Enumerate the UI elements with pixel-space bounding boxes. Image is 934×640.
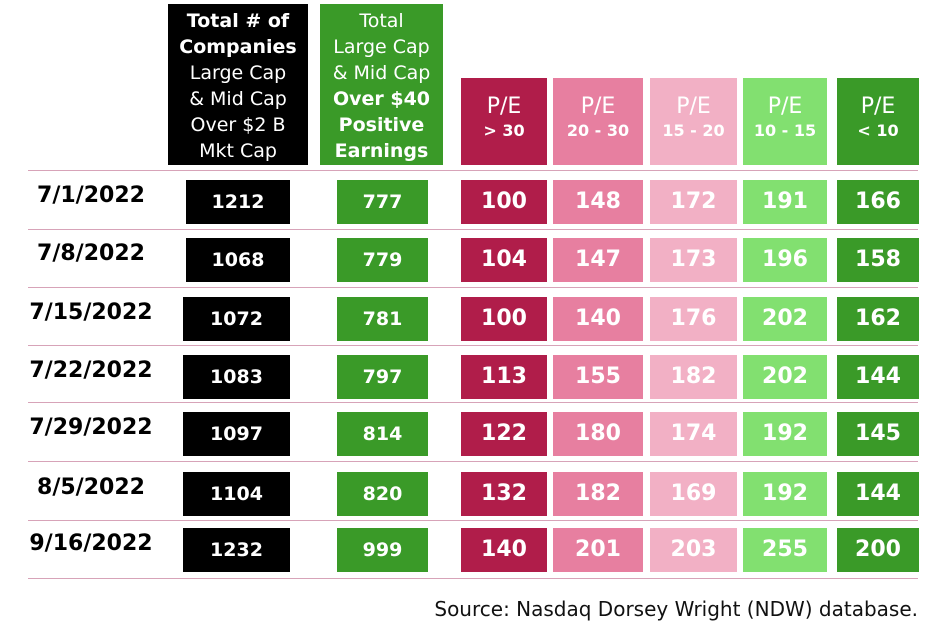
cell-total-companies: 1212 bbox=[186, 180, 290, 224]
cell-pe-20-30: 147 bbox=[553, 238, 643, 282]
cell-pe-10-15: 192 bbox=[743, 472, 827, 516]
header-range: 20 - 30 bbox=[566, 121, 630, 140]
cell-positive-earnings: 814 bbox=[337, 412, 428, 456]
cell-pe-20-30: 148 bbox=[553, 180, 643, 224]
cell-pe-lt10: 162 bbox=[837, 297, 919, 341]
cell-pe-10-15: 191 bbox=[743, 180, 827, 224]
cell-pe-15-20: 173 bbox=[650, 238, 737, 282]
cell-total-companies: 1083 bbox=[183, 355, 290, 399]
header-range: 10 - 15 bbox=[753, 121, 817, 140]
cell-pe-15-20: 172 bbox=[650, 180, 737, 224]
cell-positive-earnings: 781 bbox=[337, 297, 428, 341]
header-label: P/E bbox=[486, 94, 522, 119]
cell-positive-earnings: 777 bbox=[337, 180, 428, 224]
cell-pe-10-15: 202 bbox=[743, 297, 827, 341]
row-date: 7/22/2022 bbox=[29, 358, 153, 383]
cell-pe-15-20: 203 bbox=[650, 528, 737, 572]
cell-positive-earnings: 779 bbox=[337, 238, 428, 282]
cell-pe-20-30: 180 bbox=[553, 412, 643, 456]
header-positive-earnings: Total Large Cap & Mid Cap Over $40 Posit… bbox=[320, 4, 443, 165]
cell-pe-20-30: 140 bbox=[553, 297, 643, 341]
header-label: P/E bbox=[860, 94, 896, 119]
cell-pe-15-20: 176 bbox=[650, 297, 737, 341]
cell-total-companies: 1068 bbox=[186, 238, 290, 282]
cell-pe-15-20: 174 bbox=[650, 412, 737, 456]
row-divider bbox=[28, 402, 918, 403]
cell-pe-lt10: 145 bbox=[837, 412, 919, 456]
cell-pe-gt30: 104 bbox=[461, 238, 547, 282]
header-pe-15-20: P/E 15 - 20 bbox=[650, 78, 737, 165]
row-divider bbox=[28, 578, 918, 579]
source-note: Source: Nasdaq Dorsey Wright (NDW) datab… bbox=[434, 597, 918, 621]
row-date: 9/16/2022 bbox=[29, 531, 153, 556]
row-divider bbox=[28, 345, 918, 346]
cell-positive-earnings: 999 bbox=[337, 528, 428, 572]
cell-pe-20-30: 155 bbox=[553, 355, 643, 399]
cell-pe-gt30: 122 bbox=[461, 412, 547, 456]
cell-total-companies: 1097 bbox=[183, 412, 290, 456]
cell-pe-gt30: 100 bbox=[461, 180, 547, 224]
header-range: 15 - 20 bbox=[662, 121, 725, 140]
cell-pe-10-15: 202 bbox=[743, 355, 827, 399]
cell-pe-15-20: 182 bbox=[650, 355, 737, 399]
row-divider bbox=[28, 229, 918, 230]
header-range: < 10 bbox=[857, 121, 899, 140]
cell-pe-20-30: 182 bbox=[553, 472, 643, 516]
row-date: 8/5/2022 bbox=[37, 475, 145, 500]
row-date: 7/29/2022 bbox=[29, 415, 153, 440]
row-divider bbox=[28, 461, 918, 462]
cell-pe-gt30: 100 bbox=[461, 297, 547, 341]
header-pe-20-30: P/E 20 - 30 bbox=[553, 78, 643, 165]
cell-pe-10-15: 196 bbox=[743, 238, 827, 282]
cell-pe-10-15: 255 bbox=[743, 528, 827, 572]
row-divider bbox=[28, 520, 918, 521]
header-range: > 30 bbox=[483, 121, 525, 140]
cell-positive-earnings: 820 bbox=[337, 472, 428, 516]
cell-total-companies: 1232 bbox=[183, 528, 290, 572]
header-label: P/E bbox=[676, 94, 711, 119]
header-pe-10-15: P/E 10 - 15 bbox=[743, 78, 827, 165]
header-pe-gt30: P/E > 30 bbox=[461, 78, 547, 165]
row-divider bbox=[28, 170, 918, 171]
cell-pe-lt10: 144 bbox=[837, 355, 919, 399]
cell-pe-lt10: 200 bbox=[837, 528, 919, 572]
row-divider bbox=[28, 287, 918, 288]
row-date: 7/8/2022 bbox=[37, 241, 145, 266]
header-label: P/E bbox=[767, 94, 803, 119]
cell-pe-15-20: 169 bbox=[650, 472, 737, 516]
cell-pe-gt30: 140 bbox=[461, 528, 547, 572]
cell-total-companies: 1072 bbox=[183, 297, 290, 341]
header-total-companies: Total # of Companies Large Cap & Mid Cap… bbox=[168, 4, 308, 165]
cell-pe-10-15: 192 bbox=[743, 412, 827, 456]
cell-pe-lt10: 158 bbox=[837, 238, 919, 282]
cell-total-companies: 1104 bbox=[183, 472, 290, 516]
header-pe-lt10: P/E < 10 bbox=[837, 78, 919, 165]
cell-positive-earnings: 797 bbox=[337, 355, 428, 399]
cell-pe-20-30: 201 bbox=[553, 528, 643, 572]
row-date: 7/1/2022 bbox=[37, 183, 145, 208]
cell-pe-lt10: 166 bbox=[837, 180, 919, 224]
cell-pe-gt30: 132 bbox=[461, 472, 547, 516]
cell-pe-lt10: 144 bbox=[837, 472, 919, 516]
row-date: 7/15/2022 bbox=[29, 300, 153, 325]
header-label: P/E bbox=[580, 94, 616, 119]
cell-pe-gt30: 113 bbox=[461, 355, 547, 399]
